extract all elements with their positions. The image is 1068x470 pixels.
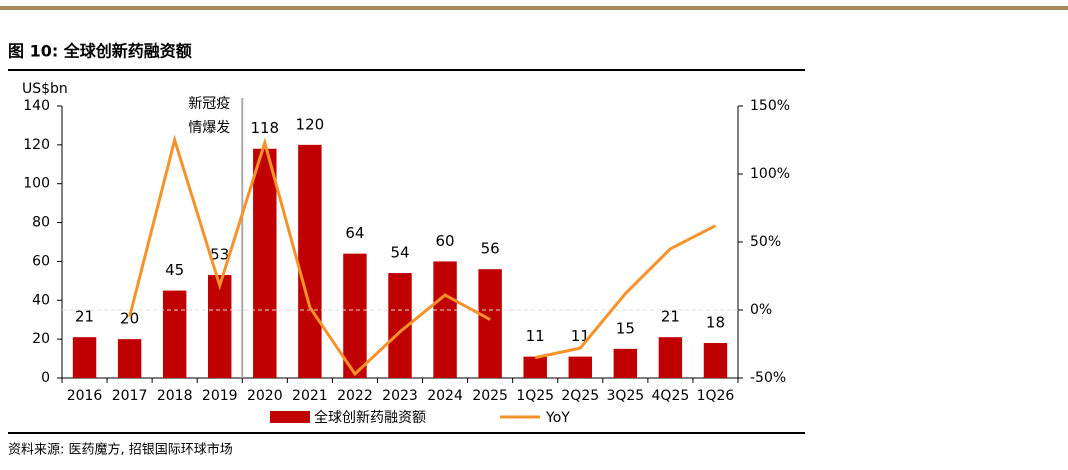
x-tick-label: 3Q25: [606, 388, 644, 404]
bar-label: 15: [616, 319, 635, 337]
bar: [478, 269, 502, 378]
y-tick-label: 40: [32, 292, 50, 308]
bar-label: 21: [75, 308, 94, 326]
y-tick-label: 20: [32, 331, 50, 347]
bar-label: 64: [345, 224, 364, 242]
bar: [568, 356, 592, 378]
y-tick-label: 140: [23, 98, 50, 114]
bar: [117, 339, 142, 378]
x-tick-label: 2019: [202, 388, 238, 404]
bar: [72, 337, 97, 378]
yoy-line: [534, 224, 717, 360]
bar-label: 118: [250, 119, 279, 137]
bar: [433, 261, 457, 378]
bar-label: 60: [436, 232, 455, 250]
bar-label: 45: [165, 261, 184, 279]
bar: [343, 253, 367, 378]
y-tick-label: 120: [23, 137, 50, 153]
y2-tick-label: 0%: [750, 302, 772, 318]
top-rule: [0, 6, 1068, 10]
x-tick-label: 1Q26: [697, 388, 735, 404]
legend-label: 全球创新药融资额: [314, 409, 426, 426]
x-tick-label: 4Q25: [652, 388, 690, 404]
bar: [162, 290, 187, 378]
x-tick-label: 2023: [382, 388, 418, 404]
x-tick-label: 2022: [337, 388, 373, 404]
bar: [298, 144, 322, 378]
x-tick-label: 2017: [112, 388, 148, 404]
x-tick-label: 1Q25: [516, 388, 554, 404]
bar: [253, 148, 277, 378]
bar: [613, 348, 638, 378]
y-tick-label: 0: [41, 370, 50, 386]
bar-label: 18: [706, 314, 725, 332]
yoy-line: [128, 134, 491, 377]
bar-label: 56: [481, 240, 500, 258]
y2-tick-label: -50%: [750, 370, 786, 386]
bar: [658, 337, 683, 378]
y-unit: US$bn: [22, 81, 68, 97]
bar-label: 11: [526, 327, 545, 345]
annotation: 新冠疫情爆发: [188, 96, 230, 136]
y-tick-label: 100: [23, 176, 50, 192]
bar-label: 11: [571, 327, 590, 345]
bar-label: 54: [390, 244, 409, 262]
x-tick-label: 2Q25: [561, 388, 599, 404]
bar-label: 21: [661, 308, 680, 326]
x-tick-label: 2021: [292, 388, 328, 404]
x-tick-label: 2016: [67, 388, 103, 404]
chart-title: 图 10: 全球创新药融资额: [8, 42, 192, 61]
x-tick-label: 2020: [247, 388, 283, 404]
x-tick-label: 2018: [157, 388, 193, 404]
bar: [703, 343, 728, 378]
y2-tick-label: 100%: [750, 166, 790, 182]
y2-tick-label: 50%: [750, 234, 781, 250]
bar-label: 20: [120, 310, 139, 328]
y-tick-label: 60: [32, 253, 50, 269]
bar: [208, 275, 232, 378]
x-tick-label: 2024: [427, 388, 463, 404]
y-tick-label: 80: [32, 215, 50, 231]
bar-label: 120: [296, 115, 325, 133]
bar: [523, 356, 547, 378]
source: 资料来源: 医药魔方, 招银国际环球市场: [8, 442, 233, 458]
bar: [388, 273, 412, 378]
y2-tick-label: 150%: [750, 98, 790, 114]
x-tick-label: 2025: [472, 388, 508, 404]
legend-swatch: [270, 411, 310, 423]
legend-label: YoY: [545, 410, 570, 426]
bar-label: 53: [210, 246, 229, 264]
